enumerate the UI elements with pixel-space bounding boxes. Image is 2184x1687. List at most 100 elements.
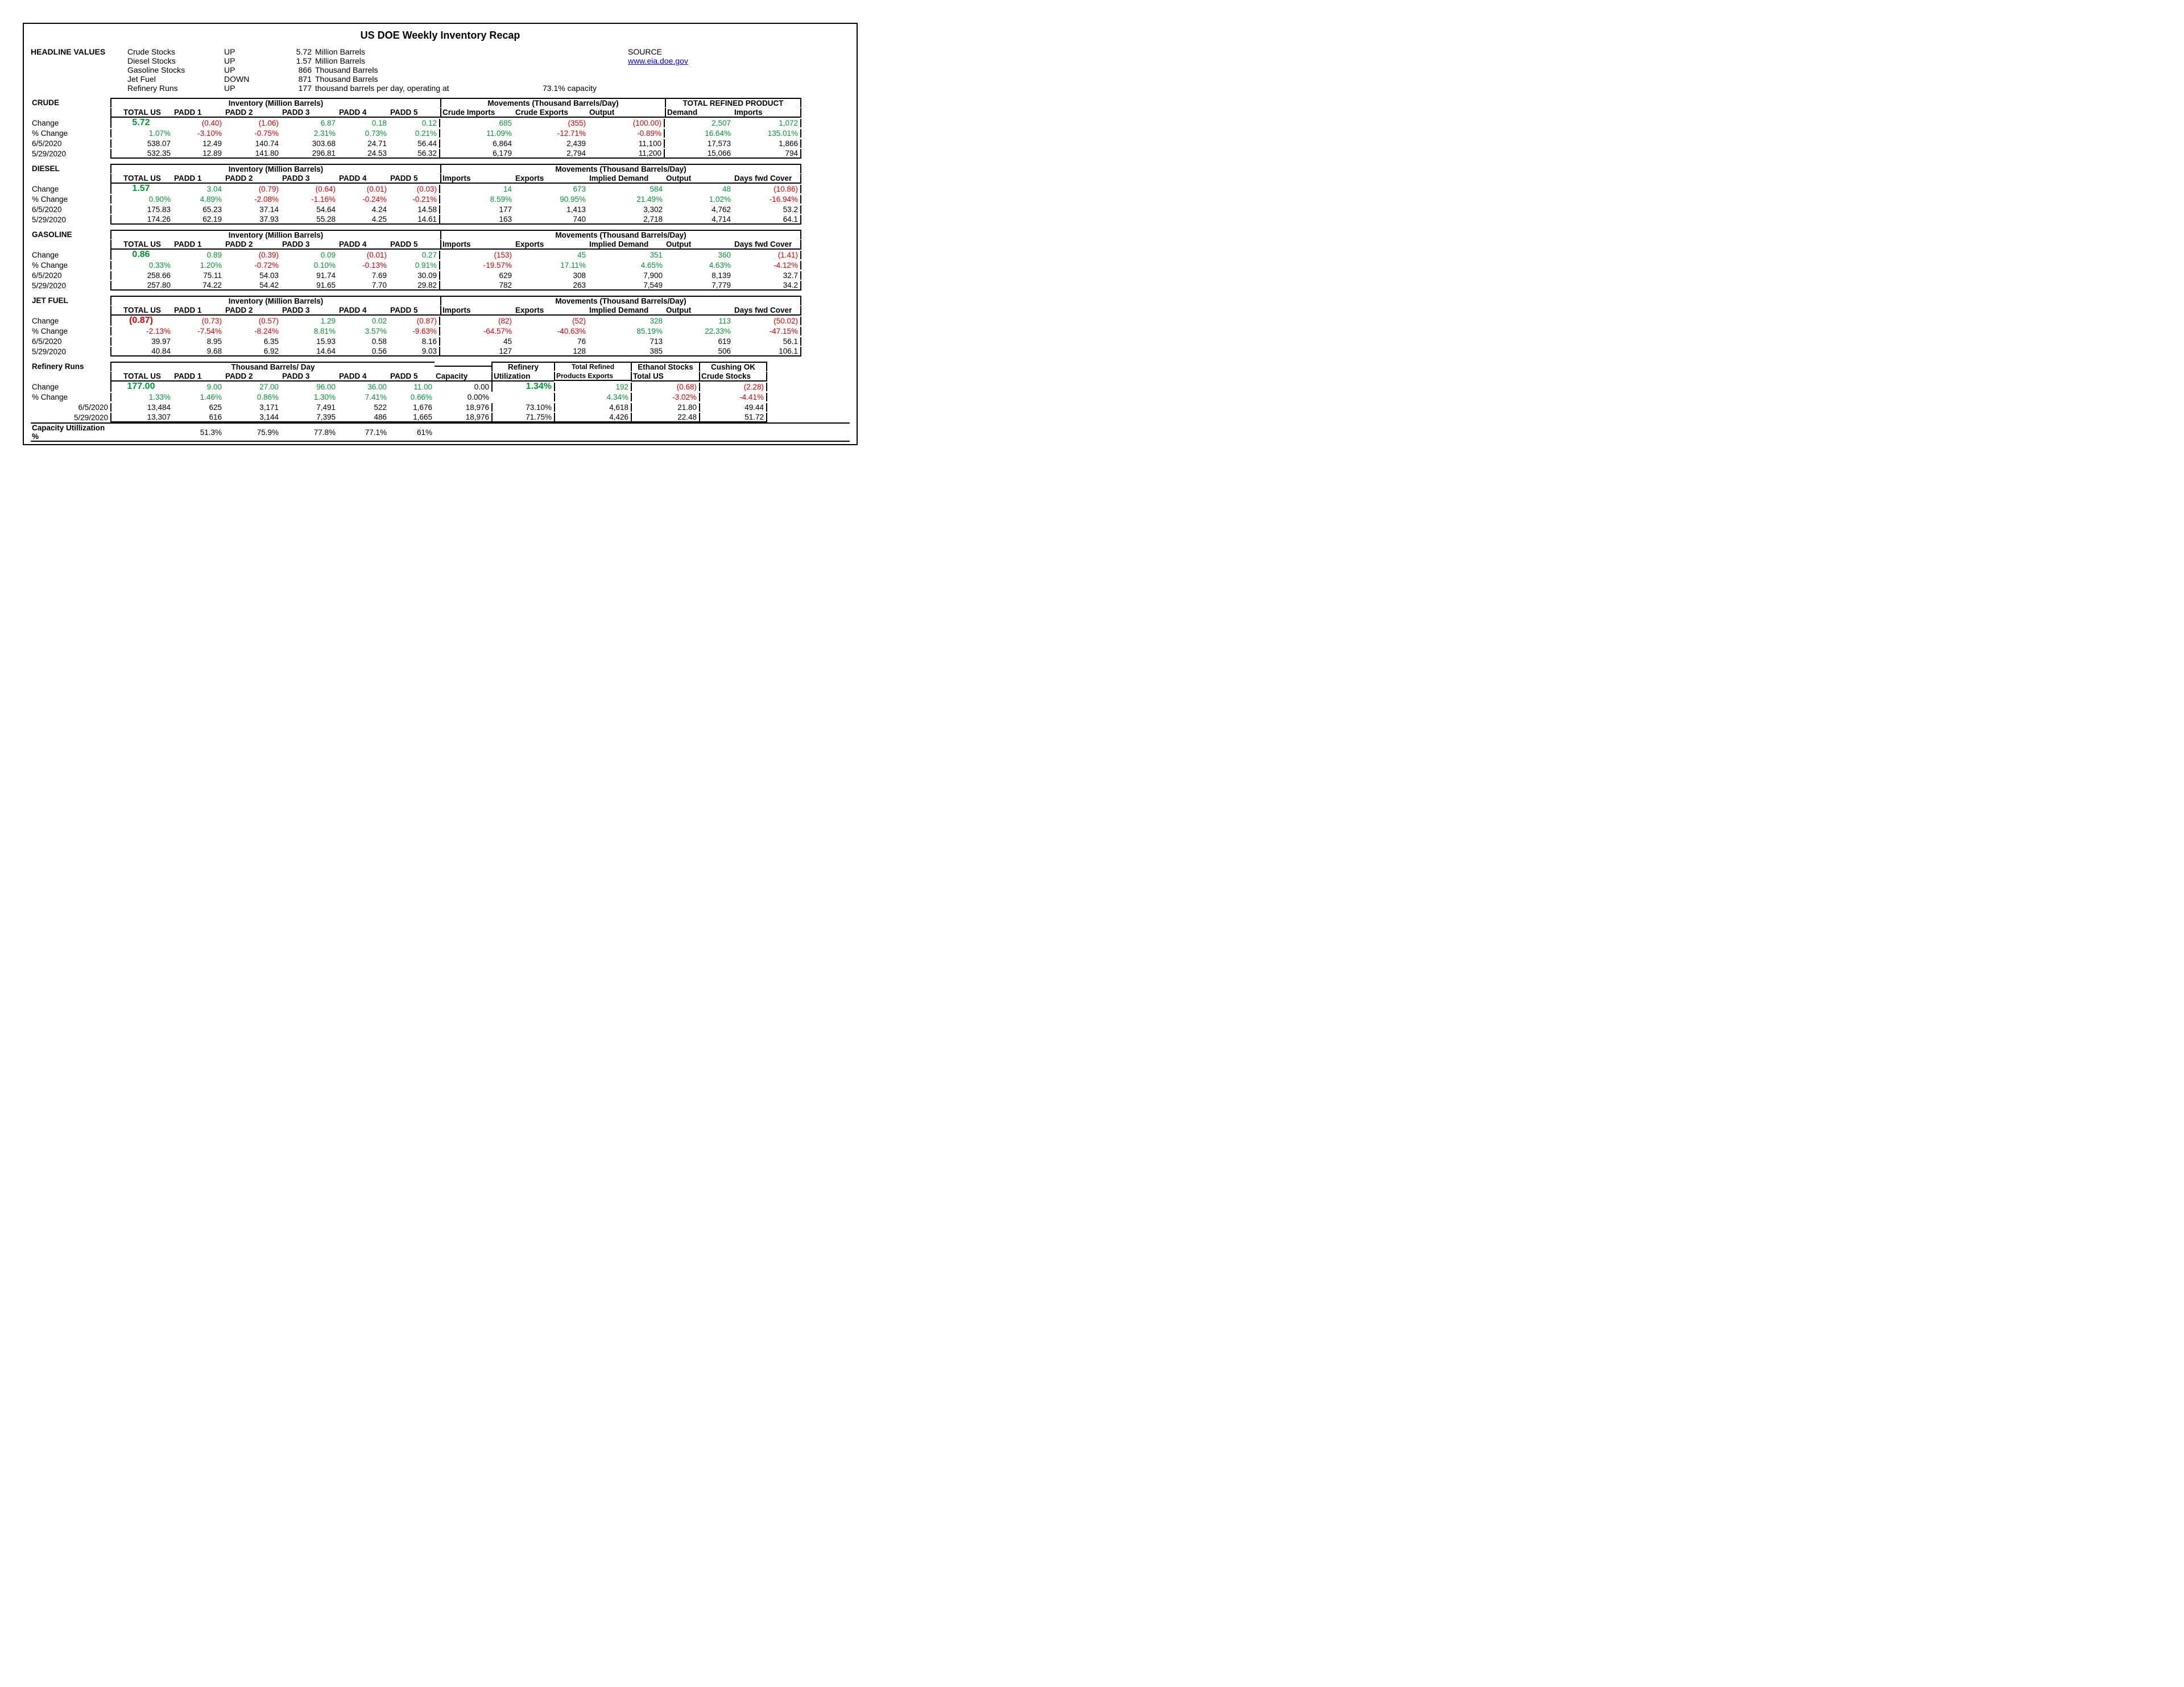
cell: 1.29	[281, 317, 338, 325]
cell: 8.16	[389, 337, 440, 346]
cell: 140.74	[224, 139, 281, 148]
cell: 9.00	[173, 383, 224, 391]
cell: 45	[514, 251, 588, 259]
cell: 0.00%	[435, 393, 491, 401]
cell: 91.74	[281, 271, 338, 280]
cell: 6/5/2020	[31, 205, 110, 214]
cell: 308	[514, 271, 588, 280]
cell: 51.72	[699, 413, 767, 422]
cell: PADD 2	[224, 240, 281, 250]
cell: 12.49	[173, 139, 224, 148]
cell: Inventory (Million Barrels)	[110, 164, 440, 173]
cell: PADD 4	[338, 306, 389, 316]
cell: 6,864	[440, 139, 514, 148]
cell: 616	[173, 413, 224, 422]
cell: 538.07	[110, 139, 173, 148]
cell: 54.64	[281, 205, 338, 214]
cell: 75.9%	[224, 428, 281, 437]
cell: PADD 3	[281, 174, 338, 184]
cell: Crude Imports	[440, 108, 514, 118]
cell: 61%	[389, 428, 435, 437]
cell: Crude Exports	[514, 108, 588, 118]
cell: -40.63%	[514, 327, 588, 335]
hl-unit-2: Thousand Barrels	[315, 65, 543, 74]
cell: 0.89	[173, 251, 224, 259]
cell: % Change	[31, 393, 110, 401]
cell: 51.3%	[173, 428, 224, 437]
cell: PADD 4	[338, 240, 389, 250]
cell: TOTAL US	[110, 240, 173, 250]
cell: 54.42	[224, 281, 281, 291]
cell: 782	[440, 281, 514, 291]
cell: 5/29/2020	[31, 215, 110, 224]
hl-dir-4: UP	[224, 84, 270, 93]
cell: 14.61	[389, 215, 440, 225]
cell: 37.14	[224, 205, 281, 214]
cell: 7,779	[665, 281, 733, 291]
cell: 629	[440, 271, 514, 280]
cell: 351	[588, 251, 665, 259]
cell: 3,171	[224, 403, 281, 412]
cell: 685	[440, 119, 514, 127]
cell: 4,762	[665, 205, 733, 214]
cell: DIESEL	[31, 164, 110, 173]
cell: 14.58	[389, 205, 440, 214]
hl-dir-3: DOWN	[224, 74, 270, 84]
headline-label: HEADLINE VALUES	[31, 47, 127, 56]
cell: TOTAL US	[110, 108, 173, 118]
hl-val-4: 177	[270, 84, 315, 93]
cell: 740	[514, 215, 588, 225]
cell: Products Exports	[554, 372, 631, 381]
cell: 11.09%	[440, 129, 514, 138]
headline-values: HEADLINE VALUES Crude Stocks UP 5.72 Mil…	[31, 47, 850, 93]
cell: 0.21%	[389, 129, 440, 138]
cell: -19.57%	[440, 261, 514, 270]
cell: Inventory (Million Barrels)	[110, 296, 440, 305]
hl-name-1: Diesel Stocks	[127, 56, 224, 65]
cell: Exports	[514, 174, 588, 184]
cell: % Change	[31, 129, 110, 138]
cell: 90.95%	[514, 195, 588, 204]
cell: 1.34%	[491, 382, 554, 392]
cell: 177	[440, 205, 514, 214]
cell: 1.20%	[173, 261, 224, 270]
cell: -1.16%	[281, 195, 338, 204]
cell: 27.00	[224, 383, 281, 391]
cell: PADD 3	[281, 240, 338, 250]
cell: 135.01%	[733, 129, 801, 138]
report-title: US DOE Weekly Inventory Recap	[31, 28, 850, 47]
cell: 127	[440, 347, 514, 357]
cell: (1.41)	[733, 251, 801, 259]
cell: Refinery Runs	[31, 362, 110, 371]
source-link[interactable]: www.eia.doe.gov	[628, 56, 688, 65]
cell: 96.00	[281, 383, 338, 391]
cell: Thousand Barrels/ Day	[110, 362, 435, 371]
hl-unit-4: thousand barrels per day, operating at	[315, 84, 543, 93]
cell: (153)	[440, 251, 514, 259]
cell: 3,144	[224, 413, 281, 422]
cell: Output	[665, 240, 733, 250]
cell: -0.13%	[338, 261, 389, 270]
cell: (0.68)	[631, 383, 699, 391]
cell: Output	[588, 108, 665, 118]
cell: 794	[733, 149, 801, 159]
cell: 1.57	[110, 184, 173, 194]
cell: 2,439	[514, 139, 588, 148]
source-label: SOURCE	[628, 47, 742, 56]
cell: -3.10%	[173, 129, 224, 138]
cell: 76	[514, 337, 588, 346]
cell: 9.03	[389, 347, 440, 357]
cell: JET FUEL	[31, 296, 110, 305]
cell: Days fwd Cover	[733, 240, 801, 250]
cell: 506	[665, 347, 733, 357]
cell: 532.35	[110, 149, 173, 159]
cell: 0.86%	[224, 393, 281, 401]
cell: Change	[31, 383, 110, 391]
cell: PADD 3	[281, 306, 338, 316]
cell: Movements (Thousand Barrels/Day)	[440, 164, 801, 173]
cell: PADD 2	[224, 108, 281, 118]
cell: Crude Stocks	[699, 372, 767, 382]
cell: -3.02%	[631, 393, 699, 401]
hl-extra-4: 73.1% capacity	[543, 84, 628, 93]
cell: 175.83	[110, 205, 173, 214]
